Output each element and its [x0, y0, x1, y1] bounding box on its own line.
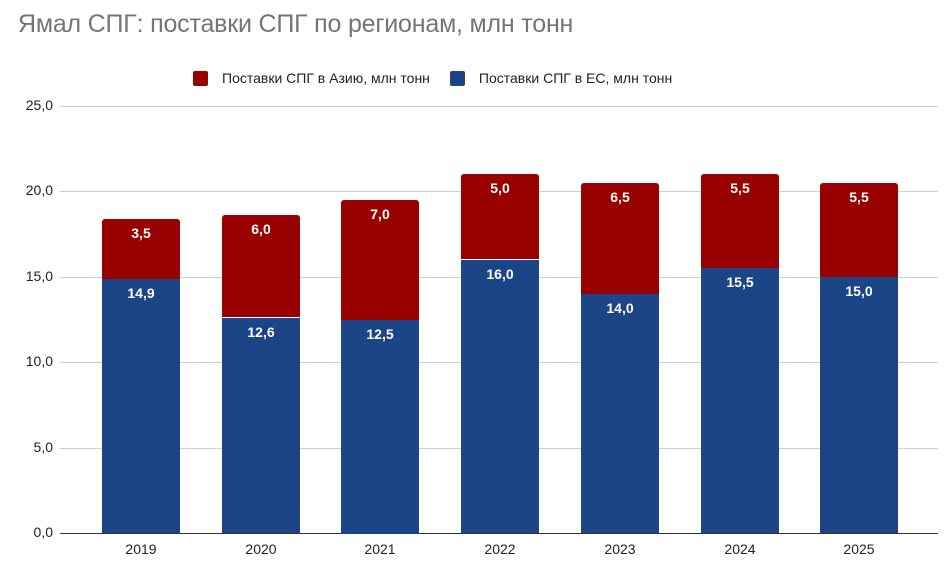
x-axis-tick-label: 2019 [125, 541, 157, 557]
bar-value-label: 5,0 [490, 180, 510, 196]
x-axis-tick-label: 2023 [604, 541, 636, 557]
bar-segment-eu[interactable]: 15,0 [820, 277, 898, 533]
bar-value-label: 5,5 [730, 180, 750, 196]
bar-value-label: 3,5 [131, 225, 151, 241]
legend-label-eu: Поставки СПГ в ЕС, млн тонн [478, 70, 673, 86]
x-axis-tick-label: 2021 [364, 541, 396, 557]
bar-value-label: 16,0 [486, 266, 514, 282]
bar-segment-eu[interactable]: 14,0 [581, 294, 659, 533]
bar-value-label: 12,5 [366, 326, 394, 342]
bar-value-label: 15,5 [726, 274, 754, 290]
bar-segment-eu[interactable]: 12,5 [341, 320, 419, 534]
legend-item-asia[interactable]: Поставки СПГ в Азию, млн тонн [193, 70, 430, 86]
legend-swatch-eu [449, 70, 465, 86]
bar-segment-eu[interactable]: 14,9 [102, 279, 180, 533]
legend: Поставки СПГ в Азию, млн тонн Поставки С… [193, 70, 692, 86]
bar-segment-eu[interactable]: 12,6 [222, 318, 300, 533]
bar-value-label: 14,9 [127, 285, 155, 301]
x-axis-tick-label: 2022 [484, 541, 516, 557]
bar-value-label: 5,5 [849, 189, 869, 205]
bar-value-label: 14,0 [606, 300, 634, 316]
y-axis-tick-label: 10,0 [25, 353, 53, 369]
bar-segment-asia[interactable]: 5,5 [820, 183, 898, 277]
y-axis-tick-label: 20,0 [25, 182, 53, 198]
y-axis-tick-label: 5,0 [33, 439, 53, 455]
bar-value-label: 6,5 [610, 189, 630, 205]
bar-value-label: 15,0 [845, 283, 873, 299]
bar-segment-asia[interactable]: 6,0 [222, 215, 300, 317]
y-axis-tick-label: 0,0 [33, 524, 53, 540]
bar-segment-asia[interactable]: 5,0 [461, 174, 539, 259]
bar-segment-asia[interactable]: 5,5 [701, 174, 779, 268]
x-axis-tick-label: 2025 [843, 541, 875, 557]
bar-value-label: 7,0 [370, 206, 390, 222]
bar-segment-eu[interactable]: 15,5 [701, 268, 779, 533]
bar-segment-asia[interactable]: 3,5 [102, 219, 180, 279]
x-axis-line [60, 533, 938, 534]
gridline [60, 106, 938, 107]
bar-value-label: 12,6 [247, 324, 275, 340]
bar-segment-asia[interactable]: 7,0 [341, 200, 419, 320]
x-axis-tick-label: 2020 [245, 541, 277, 557]
bar-segment-eu[interactable]: 16,0 [461, 260, 539, 533]
legend-swatch-asia [193, 70, 208, 86]
x-axis-tick-label: 2024 [724, 541, 756, 557]
y-axis-tick-label: 15,0 [25, 268, 53, 284]
chart-title: Ямал СПГ: поставки СПГ по регионам, млн … [18, 10, 574, 38]
bar-segment-asia[interactable]: 6,5 [581, 183, 659, 294]
y-axis-tick-label: 25,0 [25, 97, 53, 113]
legend-item-eu[interactable]: Поставки СПГ в ЕС, млн тонн [449, 70, 673, 86]
legend-label-asia: Поставки СПГ в Азию, млн тонн [222, 70, 430, 86]
bar-value-label: 6,0 [251, 221, 271, 237]
